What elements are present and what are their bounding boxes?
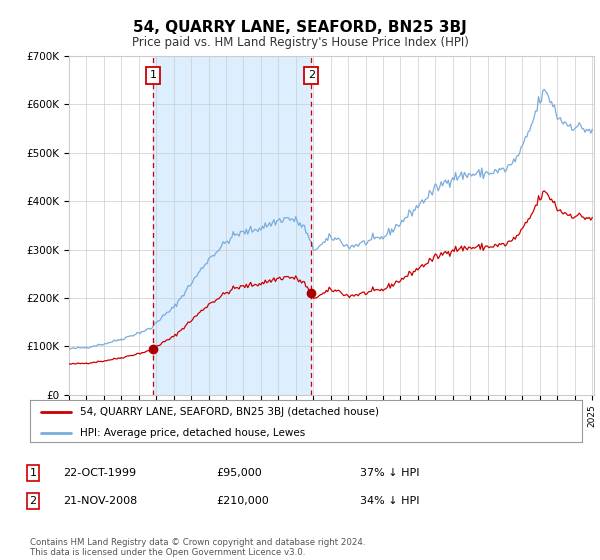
- Text: £210,000: £210,000: [216, 496, 269, 506]
- Text: 22-OCT-1999: 22-OCT-1999: [63, 468, 136, 478]
- Text: 34% ↓ HPI: 34% ↓ HPI: [360, 496, 419, 506]
- Text: 54, QUARRY LANE, SEAFORD, BN25 3BJ (detached house): 54, QUARRY LANE, SEAFORD, BN25 3BJ (deta…: [80, 407, 379, 417]
- Text: £95,000: £95,000: [216, 468, 262, 478]
- Text: 2: 2: [308, 71, 315, 81]
- Text: 37% ↓ HPI: 37% ↓ HPI: [360, 468, 419, 478]
- Text: 1: 1: [29, 468, 37, 478]
- Text: 21-NOV-2008: 21-NOV-2008: [63, 496, 137, 506]
- Text: Price paid vs. HM Land Registry's House Price Index (HPI): Price paid vs. HM Land Registry's House …: [131, 36, 469, 49]
- Text: Contains HM Land Registry data © Crown copyright and database right 2024.
This d: Contains HM Land Registry data © Crown c…: [30, 538, 365, 557]
- Bar: [153, 56, 311, 395]
- Text: 1: 1: [149, 71, 157, 81]
- Text: 54, QUARRY LANE, SEAFORD, BN25 3BJ: 54, QUARRY LANE, SEAFORD, BN25 3BJ: [133, 20, 467, 35]
- Text: 2: 2: [29, 496, 37, 506]
- Text: HPI: Average price, detached house, Lewes: HPI: Average price, detached house, Lewe…: [80, 428, 305, 438]
